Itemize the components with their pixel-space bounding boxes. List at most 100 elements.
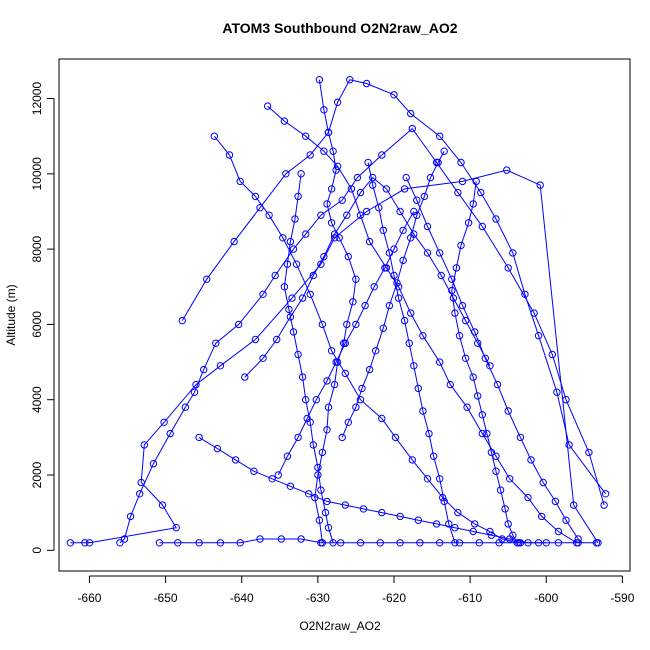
data-point	[288, 294, 296, 302]
data-point	[352, 403, 360, 411]
data-point	[358, 384, 366, 393]
x-tick-label: -650	[154, 591, 178, 605]
data-point	[407, 309, 415, 317]
data-point	[400, 316, 409, 325]
data-point	[178, 316, 187, 325]
data-point	[554, 527, 563, 536]
data-point	[323, 497, 331, 506]
x-tick-label: -610	[458, 591, 482, 605]
data-point	[487, 531, 496, 539]
data-point	[426, 173, 435, 182]
data-point	[136, 490, 144, 498]
data-point	[259, 354, 267, 362]
data-point	[478, 222, 486, 231]
data-point	[501, 505, 509, 513]
data-point	[126, 512, 135, 521]
data-point	[407, 109, 415, 118]
data-point	[574, 539, 582, 547]
data-point	[160, 418, 168, 426]
data-point	[343, 211, 351, 219]
y-tick-label: 10000	[30, 157, 44, 191]
data-point	[333, 162, 342, 171]
data-point	[286, 313, 295, 321]
x-tick-label: -620	[382, 591, 406, 605]
data-point	[259, 290, 267, 298]
data-point	[390, 271, 398, 280]
data-point	[452, 264, 461, 272]
data-point	[402, 173, 410, 182]
data-point	[574, 535, 582, 543]
data-point	[286, 237, 295, 246]
data-point	[492, 215, 500, 223]
data-point	[317, 539, 325, 547]
data-point	[321, 508, 330, 517]
data-point	[469, 200, 477, 208]
data-point	[200, 365, 208, 374]
data-point	[320, 147, 328, 155]
data-point	[341, 501, 349, 509]
data-point	[396, 512, 404, 521]
data-point	[158, 501, 167, 509]
data-point	[436, 475, 444, 483]
data-point	[483, 429, 491, 438]
data-point	[369, 173, 377, 182]
data-point	[306, 151, 314, 159]
data-point	[309, 441, 317, 449]
data-point	[364, 158, 372, 167]
data-point	[472, 177, 480, 186]
data-point	[297, 535, 305, 543]
data-point	[509, 249, 517, 257]
data-point	[478, 411, 486, 419]
data-point	[440, 497, 448, 506]
data-point	[347, 185, 356, 193]
data-point	[343, 320, 351, 329]
data-point	[324, 128, 333, 137]
data-point	[524, 539, 532, 547]
series-layer	[66, 76, 610, 547]
series-line	[119, 127, 605, 544]
data-point	[236, 539, 244, 547]
flight-series	[338, 147, 448, 442]
data-point	[457, 158, 465, 167]
data-point	[356, 211, 365, 219]
data-point	[327, 219, 336, 227]
data-point	[356, 396, 365, 404]
data-point	[271, 271, 279, 280]
data-point	[172, 524, 180, 532]
data-point	[230, 237, 238, 246]
data-point	[314, 471, 322, 479]
data-point	[263, 102, 272, 110]
data-point	[320, 252, 328, 261]
data-point	[385, 301, 394, 310]
data-point	[454, 508, 462, 517]
data-point	[294, 192, 302, 201]
data-point	[181, 403, 190, 411]
data-point	[396, 207, 404, 216]
y-tick-label: 12000	[30, 82, 44, 116]
series-line	[267, 105, 577, 544]
data-point	[330, 230, 339, 238]
data-point	[190, 388, 199, 396]
chart-title: ATOM3 Southbound O2N2raw_AO2	[222, 20, 457, 36]
data-point	[600, 501, 608, 509]
data-point	[338, 433, 346, 442]
data-point	[534, 332, 543, 340]
data-point	[475, 539, 483, 547]
data-point	[436, 249, 444, 257]
data-point	[210, 132, 219, 140]
data-point	[436, 132, 444, 140]
data-point	[356, 539, 365, 547]
data-point	[302, 132, 310, 140]
data-point	[414, 384, 422, 393]
data-point	[391, 433, 400, 442]
data-point	[585, 448, 593, 457]
data-point	[303, 414, 311, 423]
data-point	[298, 294, 307, 302]
y-axis-label: Altitude (m)	[4, 284, 18, 345]
y-axis: 0 2000 4000 6000 8000 10000 12000	[30, 82, 55, 554]
series-line	[283, 173, 334, 543]
flight-series	[210, 132, 525, 547]
data-point	[432, 520, 441, 528]
data-point	[365, 237, 374, 246]
data-point	[372, 347, 380, 355]
